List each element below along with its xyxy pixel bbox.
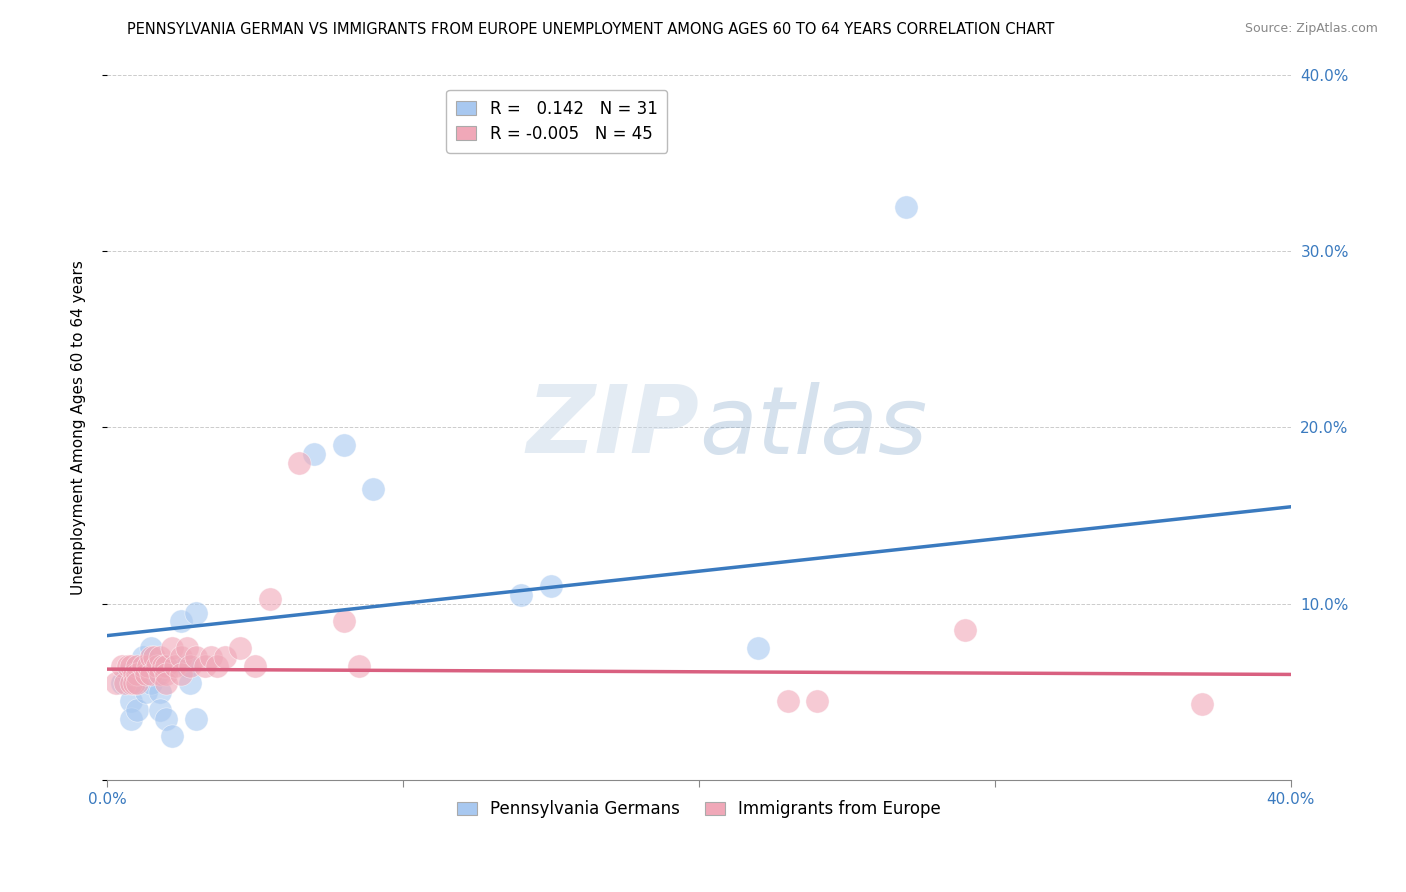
Point <box>259 591 281 606</box>
Point <box>125 658 148 673</box>
Point <box>200 649 222 664</box>
Point <box>155 712 177 726</box>
Point <box>117 658 139 673</box>
Point <box>146 667 169 681</box>
Point <box>243 658 266 673</box>
Point <box>194 658 217 673</box>
Point <box>141 667 163 681</box>
Point <box>160 729 183 743</box>
Point <box>347 658 370 673</box>
Point <box>184 649 207 664</box>
Point <box>149 649 172 664</box>
Point <box>122 667 145 681</box>
Point <box>149 703 172 717</box>
Point <box>747 640 769 655</box>
Point <box>155 658 177 673</box>
Point <box>953 624 976 638</box>
Point <box>152 658 174 673</box>
Y-axis label: Unemployment Among Ages 60 to 64 years: Unemployment Among Ages 60 to 64 years <box>72 260 86 595</box>
Point <box>125 676 148 690</box>
Point <box>125 676 148 690</box>
Point <box>135 685 157 699</box>
Point <box>120 712 142 726</box>
Text: atlas: atlas <box>699 382 927 473</box>
Point <box>120 658 142 673</box>
Point <box>155 676 177 690</box>
Text: ZIP: ZIP <box>526 382 699 474</box>
Point <box>125 667 148 681</box>
Point <box>120 676 142 690</box>
Point <box>114 676 136 690</box>
Point <box>143 658 166 673</box>
Point <box>363 482 385 496</box>
Point <box>176 658 198 673</box>
Point <box>170 649 193 664</box>
Point <box>179 676 201 690</box>
Point <box>894 200 917 214</box>
Point <box>149 667 172 681</box>
Point <box>125 658 148 673</box>
Point <box>141 676 163 690</box>
Text: Source: ZipAtlas.com: Source: ZipAtlas.com <box>1244 22 1378 36</box>
Point <box>288 456 311 470</box>
Point <box>104 676 127 690</box>
Point <box>160 640 183 655</box>
Point <box>122 676 145 690</box>
Point <box>131 649 153 664</box>
Point <box>176 640 198 655</box>
Point <box>205 658 228 673</box>
Point <box>131 658 153 673</box>
Point <box>179 658 201 673</box>
Point <box>806 694 828 708</box>
Legend: Pennsylvania Germans, Immigrants from Europe: Pennsylvania Germans, Immigrants from Eu… <box>450 794 948 825</box>
Point <box>155 667 177 681</box>
Point <box>117 667 139 681</box>
Point <box>111 658 134 673</box>
Point <box>333 438 356 452</box>
Point <box>776 694 799 708</box>
Point <box>229 640 252 655</box>
Point <box>214 649 236 664</box>
Point <box>120 694 142 708</box>
Point <box>184 606 207 620</box>
Point <box>170 667 193 681</box>
Point <box>170 615 193 629</box>
Point <box>146 658 169 673</box>
Point <box>122 667 145 681</box>
Point <box>149 685 172 699</box>
Point <box>125 703 148 717</box>
Point <box>165 658 187 673</box>
Point <box>1191 698 1213 712</box>
Point <box>184 712 207 726</box>
Point <box>135 667 157 681</box>
Point <box>143 649 166 664</box>
Point <box>510 588 533 602</box>
Text: PENNSYLVANIA GERMAN VS IMMIGRANTS FROM EUROPE UNEMPLOYMENT AMONG AGES 60 TO 64 Y: PENNSYLVANIA GERMAN VS IMMIGRANTS FROM E… <box>127 22 1054 37</box>
Point <box>333 615 356 629</box>
Point <box>155 658 177 673</box>
Point <box>302 447 325 461</box>
Point <box>141 649 163 664</box>
Point <box>111 676 134 690</box>
Point <box>141 640 163 655</box>
Point <box>540 579 562 593</box>
Point <box>138 658 160 673</box>
